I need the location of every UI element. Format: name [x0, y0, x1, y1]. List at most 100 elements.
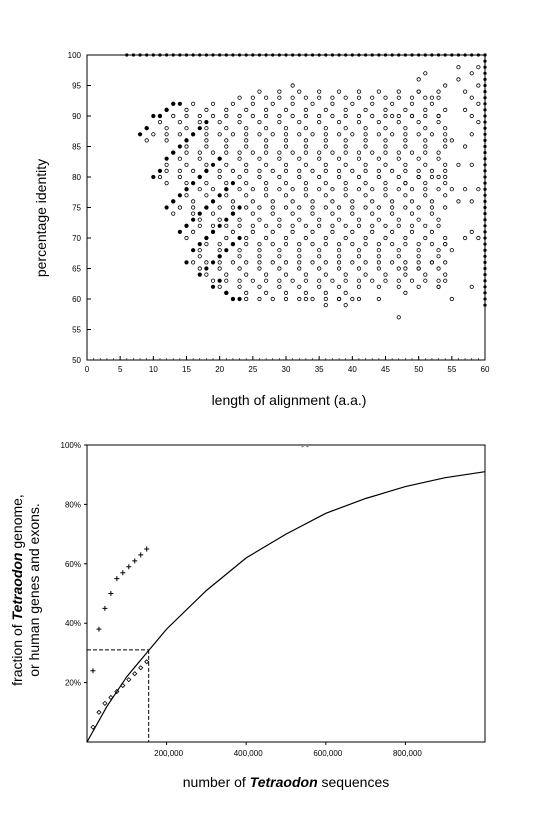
- open-point: [263, 113, 269, 119]
- open-point: [303, 126, 308, 131]
- open-point: [217, 248, 222, 253]
- x-tick-label: 40: [348, 365, 357, 374]
- open-point: [423, 278, 428, 283]
- open-point: [396, 150, 401, 155]
- open-point: [283, 290, 289, 295]
- open-point: [336, 284, 342, 289]
- open-point: [210, 150, 216, 155]
- open-point: [237, 266, 242, 271]
- open-point: [350, 132, 355, 137]
- open-point: [244, 162, 249, 167]
- open-point: [244, 132, 249, 137]
- open-point: [343, 144, 348, 149]
- filled-point: [151, 174, 156, 180]
- bottom-axis-ticks: 200,000 400,000 600,000 800,000 20% 40% 60% 80%…: [61, 441, 423, 758]
- open-point: [476, 235, 481, 241]
- open-point: [310, 229, 315, 234]
- open-point: [250, 211, 255, 216]
- open-point: [257, 174, 262, 180]
- open-point: [177, 174, 182, 180]
- open-point: [376, 266, 381, 271]
- top-mark: - -: [301, 442, 309, 451]
- x-label-part-1: number of: [183, 774, 250, 790]
- open-point: [376, 156, 381, 161]
- open-point: [323, 144, 328, 149]
- point-at-100: [284, 53, 288, 57]
- point-at-100: [410, 53, 414, 57]
- open-point: [217, 120, 222, 125]
- open-point: [370, 211, 375, 216]
- open-point: [237, 156, 242, 161]
- x-tick-label: 20: [215, 365, 224, 374]
- open-point: [323, 302, 328, 308]
- open-point: [396, 223, 401, 228]
- open-point: [184, 235, 189, 241]
- bottom-x-axis-label: number of Tetraodon sequences: [183, 774, 389, 790]
- open-point: [356, 95, 362, 100]
- open-point: [171, 150, 176, 155]
- open-point: [290, 83, 295, 88]
- open-point: [429, 168, 435, 173]
- open-point: [297, 168, 302, 173]
- open-point: [323, 205, 328, 210]
- point-at-100: [417, 53, 421, 57]
- open-point: [224, 107, 229, 113]
- open-point: [343, 235, 348, 241]
- open-point: [383, 162, 388, 167]
- open-point: [310, 296, 315, 302]
- open-point: [164, 168, 169, 173]
- open-point: [257, 260, 262, 265]
- open-point: [270, 205, 275, 210]
- open-point: [336, 242, 342, 247]
- point-at-100: [158, 53, 162, 57]
- open-point: [449, 187, 454, 192]
- open-point: [184, 126, 189, 131]
- filled-point: [197, 126, 202, 131]
- open-point: [237, 217, 242, 222]
- open-point: [469, 95, 474, 100]
- open-point: [210, 187, 216, 192]
- open-point: [317, 113, 322, 119]
- open-point: [469, 229, 474, 234]
- open-point: [204, 235, 209, 241]
- point-at-100: [350, 53, 354, 57]
- open-point: [390, 101, 395, 106]
- point-at-100: [291, 53, 295, 57]
- open-point: [363, 168, 368, 173]
- open-point: [317, 174, 322, 180]
- open-point: [330, 150, 335, 155]
- open-point: [237, 187, 242, 192]
- open-point: [363, 144, 368, 149]
- open-point: [224, 162, 229, 167]
- open-point: [396, 174, 401, 180]
- open-point: [230, 296, 236, 302]
- open-point: [390, 168, 395, 173]
- open-point: [343, 290, 348, 295]
- top-axis-ticks: 0 5 10 15 20 25 30 35 40 45 50 55 60 50 55 60 65 70 75 80 85…: [68, 51, 490, 374]
- open-point: [396, 89, 401, 94]
- open-point: [204, 193, 209, 198]
- open-point: [184, 162, 189, 167]
- open-point: [330, 95, 335, 100]
- y-label-line-2: or human genes and exons.: [26, 503, 42, 677]
- open-point: [283, 144, 289, 149]
- open-point: [177, 132, 182, 137]
- open-point: [409, 278, 415, 283]
- open-point: [157, 113, 163, 119]
- open-point: [277, 120, 282, 125]
- open-point: [164, 132, 169, 137]
- point-at-100: [450, 53, 454, 57]
- point-at-60: [483, 279, 487, 283]
- filled-point: [237, 296, 242, 302]
- open-point: [303, 181, 308, 186]
- diamond-marker: [144, 659, 150, 665]
- open-point: [257, 296, 262, 302]
- open-point: [443, 205, 448, 210]
- open-point: [323, 290, 328, 295]
- open-point: [184, 150, 189, 155]
- point-at-60: [483, 273, 487, 277]
- filled-point: [230, 181, 236, 186]
- open-point: [210, 278, 216, 283]
- open-point: [237, 150, 242, 155]
